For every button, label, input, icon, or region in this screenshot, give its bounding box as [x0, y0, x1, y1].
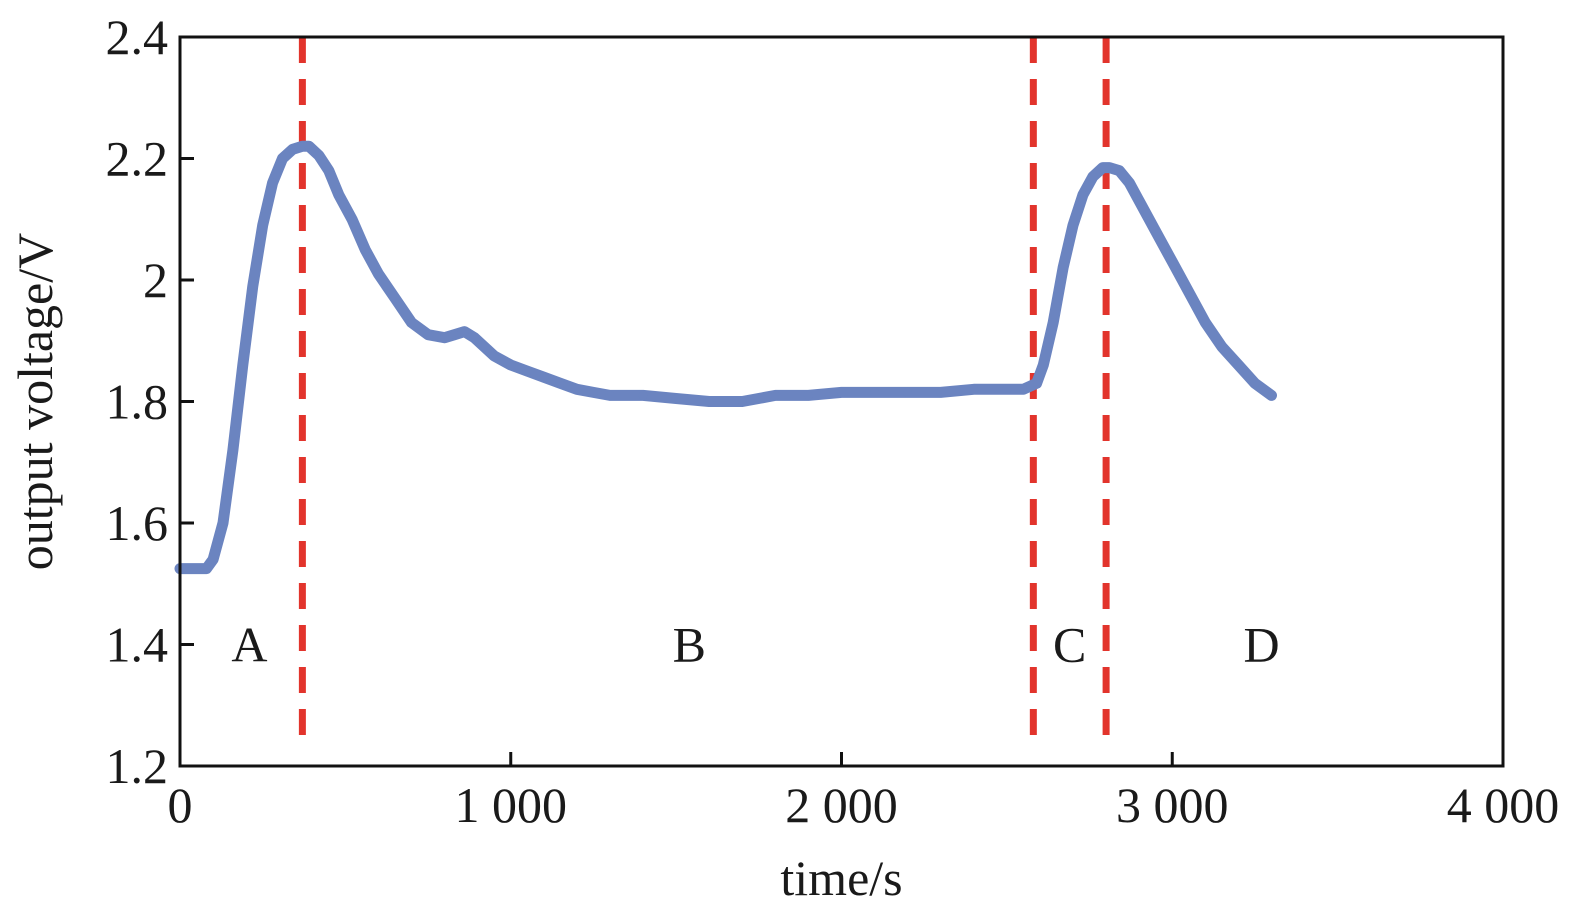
data-point [770, 390, 780, 400]
region-label-b: B [673, 617, 706, 673]
data-point [1032, 378, 1042, 388]
x-tick-label: 3 000 [1116, 777, 1229, 833]
data-point [489, 351, 499, 361]
region-label-c: C [1053, 617, 1086, 673]
data-point [278, 154, 288, 163]
data-point [837, 387, 846, 397]
data-point [936, 387, 946, 397]
y-axis: 1.2 1.4 1.6 1.8 2 2.2 2.4 [106, 9, 194, 794]
data-point [588, 387, 598, 397]
data-point [903, 387, 913, 397]
data-point [347, 214, 357, 224]
series-group [174, 140, 1277, 575]
data-point [1104, 163, 1114, 173]
y-tick-label: 1.2 [106, 738, 169, 794]
data-point [1124, 178, 1134, 188]
data-point [1038, 360, 1048, 370]
x-tick-label: 1 000 [455, 777, 568, 833]
data-point [1134, 196, 1144, 206]
data-point [440, 333, 450, 343]
region-label-d: D [1243, 617, 1279, 673]
y-axis-title: output voltage/V [7, 233, 63, 570]
data-point [638, 390, 648, 400]
data-point [1078, 190, 1088, 200]
data-point [1233, 360, 1243, 370]
data-point [1058, 263, 1068, 273]
data-point [1250, 378, 1260, 388]
y-tick-label: 1.8 [106, 374, 169, 430]
y-tick-label: 1.6 [106, 495, 169, 551]
data-point [373, 269, 383, 279]
data-point [1200, 318, 1210, 328]
data-point [605, 390, 615, 400]
data-point [1151, 226, 1161, 236]
data-point [671, 393, 681, 403]
region-labels: A B C D [231, 617, 1279, 673]
x-tick-label: 4 000 [1447, 777, 1560, 833]
data-point [304, 141, 314, 151]
data-point [1002, 384, 1012, 394]
data-point [258, 220, 268, 230]
data-point [870, 387, 880, 397]
data-point [218, 518, 228, 528]
data-point [506, 360, 516, 370]
data-point [228, 445, 238, 455]
data-point [334, 190, 344, 200]
data-point [1217, 342, 1227, 352]
y-tick-label: 2 [143, 252, 168, 308]
data-point [268, 178, 278, 188]
x-axis-title: time/s [780, 850, 902, 906]
data-point [479, 342, 489, 352]
data-point [201, 564, 211, 574]
data-point [297, 141, 307, 151]
data-point [287, 144, 297, 154]
data-point [390, 293, 400, 303]
y-tick-label: 1.4 [106, 617, 169, 673]
data-point [1266, 390, 1276, 400]
data-point [1088, 172, 1098, 182]
data-point [1068, 220, 1078, 230]
plot-frame [178, 35, 1505, 768]
x-axis: 0 1 000 2 000 3 000 4 000 [168, 752, 1560, 833]
data-point [522, 366, 532, 376]
data-point [248, 281, 258, 291]
data-point [803, 390, 813, 400]
data-point [1114, 166, 1124, 176]
data-point [324, 166, 334, 176]
data-point [208, 554, 218, 564]
region-label-a: A [231, 617, 267, 673]
data-point [572, 384, 582, 394]
data-point [539, 372, 549, 382]
data-point [188, 564, 198, 574]
data-point [314, 150, 324, 160]
data-point [1184, 287, 1194, 297]
data-point [459, 327, 469, 337]
data-point [469, 333, 479, 343]
data-point [737, 397, 747, 406]
x-tick-label: 0 [168, 777, 193, 833]
x-tick-label: 2 000 [785, 777, 898, 833]
data-point [450, 330, 460, 340]
data-point [1048, 318, 1058, 328]
data-point [1018, 384, 1028, 394]
data-point [423, 330, 433, 340]
y-tick-label: 2.2 [106, 131, 169, 187]
data-point [360, 245, 370, 255]
data-point [704, 397, 714, 406]
data-point [969, 384, 979, 394]
data-point [407, 318, 417, 328]
data-point [555, 378, 565, 388]
data-point [238, 360, 248, 370]
y-tick-label: 2.4 [106, 9, 169, 65]
data-point [1098, 163, 1108, 173]
data-point [1167, 257, 1177, 267]
region-dividers [298, 37, 1110, 746]
